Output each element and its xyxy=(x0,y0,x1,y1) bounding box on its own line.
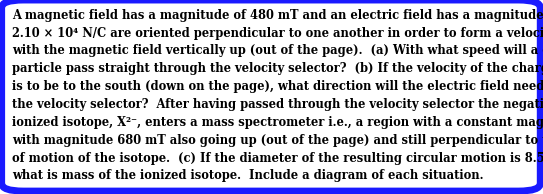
FancyBboxPatch shape xyxy=(2,0,540,191)
Text: 2.10 × 10⁴ N/C are oriented perpendicular to one another in order to form a velo: 2.10 × 10⁴ N/C are oriented perpendicula… xyxy=(12,27,543,40)
Text: the velocity selector?  After having passed through the velocity selector the ne: the velocity selector? After having pass… xyxy=(12,98,543,111)
Text: with the magnetic field vertically up (out of the page).  (a) With what speed wi: with the magnetic field vertically up (o… xyxy=(12,44,543,57)
Text: with magnitude 680 mT also going up (out of the page) and still perpendicular to: with magnitude 680 mT also going up (out… xyxy=(12,134,543,147)
Text: particle pass straight through the velocity selector?  (b) If the velocity of th: particle pass straight through the veloc… xyxy=(12,62,543,75)
Text: ionized isotope, X²⁻, enters a mass spectrometer i.e., a region with a constant : ionized isotope, X²⁻, enters a mass spec… xyxy=(12,116,543,129)
Text: of motion of the isotope.  (c) If the diameter of the resulting circular motion : of motion of the isotope. (c) If the dia… xyxy=(12,152,543,165)
Text: is to be to the south (down on the page), what direction will the electric field: is to be to the south (down on the page)… xyxy=(12,80,543,93)
Text: what is mass of the ionized isotope.  Include a diagram of each situation.: what is mass of the ionized isotope. Inc… xyxy=(12,169,483,182)
Text: A magnetic field has a magnitude of 480 mT and an electric field has a magnitude: A magnetic field has a magnitude of 480 … xyxy=(12,9,543,22)
